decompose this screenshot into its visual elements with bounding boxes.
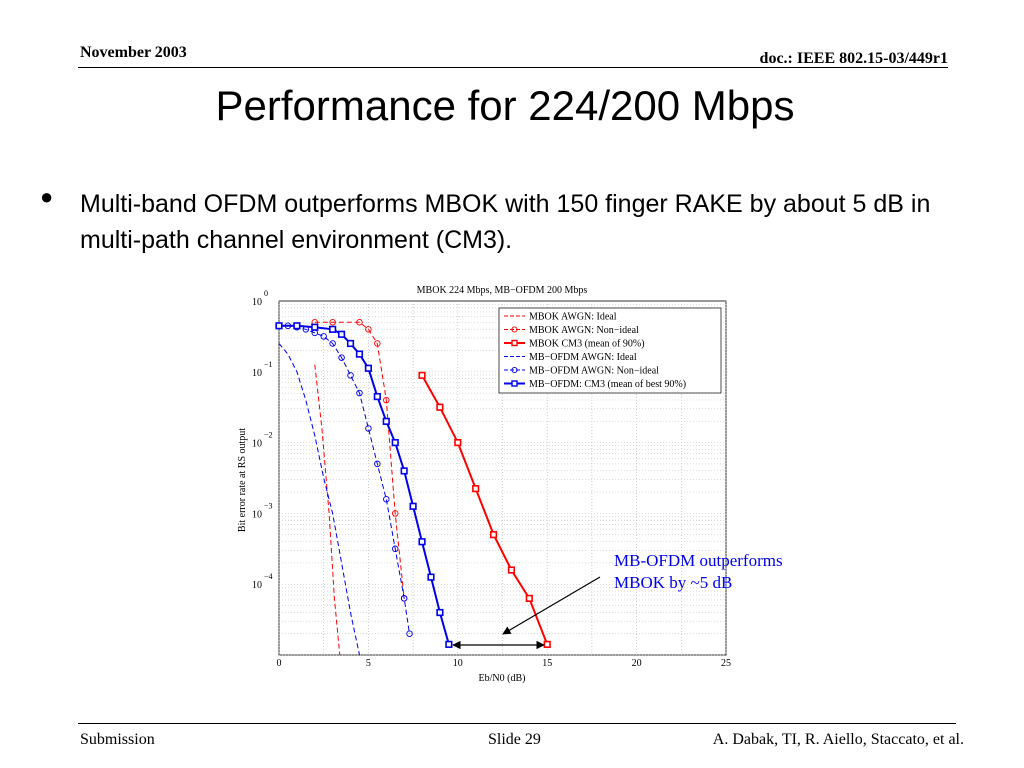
y-tick-exponent: −3 [264, 501, 273, 510]
x-tick-label: 0 [277, 658, 282, 669]
y-axis-label: Bit error rate at RS output [237, 428, 248, 532]
legend-marker [511, 380, 518, 387]
data-point [400, 467, 408, 475]
data-point [406, 630, 413, 638]
data-point [329, 340, 336, 347]
data-point [543, 640, 551, 648]
annotation-line-2: MBOK by ~5 dB [614, 573, 733, 592]
bullet-text: Multi-band OFDM outperforms MBOK with 15… [80, 190, 931, 254]
data-point [418, 371, 426, 379]
y-tick-exponent: −1 [264, 360, 273, 369]
y-tick-exponent: −2 [264, 431, 273, 440]
data-point [365, 326, 372, 333]
data-point [525, 594, 533, 602]
data-point [338, 354, 345, 361]
x-tick-label: 10 [453, 658, 463, 669]
legend-label: MBOK AWGN: Non−ideal [529, 325, 639, 336]
series-line-3 [421, 374, 549, 645]
data-point [436, 403, 444, 411]
data-point [311, 323, 319, 331]
data-point [436, 608, 444, 617]
data-point [382, 417, 390, 425]
data-point [337, 330, 346, 338]
data-point [355, 350, 364, 358]
chart-title: MBOK 224 Mbps, MB−OFDM 200 Mbps [417, 285, 588, 296]
x-axis-label: Eb/N0 (dB) [479, 673, 526, 684]
legend-marker [511, 339, 518, 347]
data-point [454, 438, 462, 447]
data-point [329, 325, 337, 333]
y-tick-exponent: 0 [264, 289, 268, 298]
legend-label: MBOK AWGN: Ideal [529, 312, 617, 323]
series-line-4 [278, 343, 360, 656]
data-point [383, 396, 390, 404]
data-point [391, 438, 399, 447]
series-line-5 [279, 325, 410, 634]
x-tick-label: 20 [632, 658, 642, 669]
data-point [383, 495, 390, 503]
legend-label: MB−OFDM AWGN: Non−ideal [529, 366, 659, 377]
data-point [356, 318, 363, 326]
legend-label: MB−OFDM AWGN: Ideal [529, 352, 637, 363]
header-divider [78, 67, 948, 68]
data-point [346, 339, 355, 348]
data-point [391, 545, 399, 553]
y-tick-exponent: −4 [264, 572, 273, 581]
data-point [347, 372, 354, 379]
annotation-text: MB-OFDM outperforms MBOK by ~5 dB [614, 550, 783, 594]
data-point [400, 595, 408, 602]
data-point [365, 425, 372, 432]
data-point [409, 502, 417, 510]
data-point [374, 460, 381, 468]
x-tick-label: 15 [542, 658, 552, 669]
legend-label: MBOK CM3 (mean of 90%) [529, 339, 645, 350]
y-tick-label: 10 [252, 439, 262, 450]
data-point [489, 531, 498, 539]
bullet-icon: ● [40, 184, 54, 209]
y-tick-label: 10 [252, 580, 262, 591]
data-point [373, 392, 381, 401]
x-tick-label: 5 [366, 658, 371, 669]
footer-authors: A. Dabak, TI, R. Aiello, Staccato, et al… [712, 731, 964, 748]
x-tick-label: 25 [721, 658, 731, 669]
data-point [329, 318, 336, 326]
slide-title: Performance for 224/200 Mbps [215, 82, 795, 129]
data-point [374, 340, 381, 347]
data-point [293, 322, 301, 330]
footer-submission: Submission [80, 731, 155, 748]
header-doc-id: doc.: IEEE 802.15-03/449r1 [759, 50, 948, 67]
series-line-2 [314, 321, 405, 599]
data-point [391, 510, 399, 517]
data-point [356, 389, 363, 397]
data-point [418, 538, 426, 546]
y-tick-label: 10 [252, 509, 262, 520]
annotation-arrow [502, 576, 601, 635]
legend-box [498, 307, 722, 394]
legend-marker [511, 366, 518, 374]
y-tick-label: 10 [252, 297, 262, 308]
data-point [427, 573, 435, 581]
legend-label: MB−OFDM: CM3 (mean of best 90%) [529, 379, 686, 390]
data-point [364, 364, 373, 372]
data-point [472, 485, 480, 493]
data-point [320, 333, 327, 340]
data-point [507, 566, 516, 574]
footer-divider [78, 723, 956, 724]
series-line-1 [314, 364, 341, 656]
header-date: November 2003 [80, 44, 187, 61]
footer-slide-number: Slide 29 [488, 731, 541, 748]
y-tick-label: 10 [252, 368, 262, 379]
data-point [275, 322, 283, 330]
data-point [445, 640, 453, 648]
annotation-line-1: MB-OFDM outperforms [614, 551, 783, 570]
legend-marker [511, 326, 518, 333]
